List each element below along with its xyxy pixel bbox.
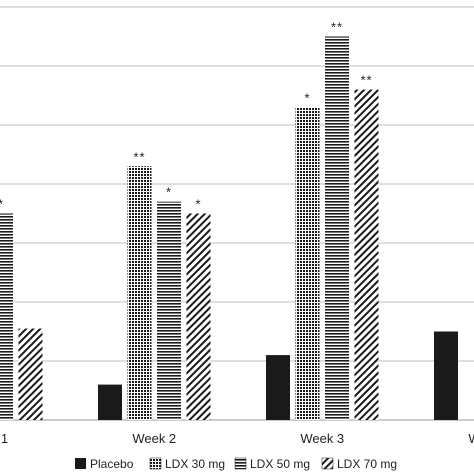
bar-placebo-week-4 <box>434 331 458 420</box>
significance-marker: * <box>0 197 4 212</box>
bar-ldx-70-mg-week-1 <box>18 328 43 420</box>
bar-ldx-70-mg-week-3 <box>354 89 379 420</box>
significance-marker: * <box>304 90 310 105</box>
legend-label: Placebo <box>90 457 134 471</box>
x-tick-label: Week 4 <box>468 431 474 446</box>
bar-ldx-50-mg-week-2 <box>157 201 181 420</box>
legend-swatch <box>321 457 334 470</box>
legend-label: LDX 30 mg <box>165 457 225 471</box>
significance-marker: * <box>166 185 172 200</box>
legend: Placebo LDX 30 mg LDX 50 mg LDX 70 mg <box>75 457 397 471</box>
bar-ldx-30-mg-week-3 <box>295 107 320 421</box>
legend-swatch <box>75 458 86 469</box>
significance-marker: ** <box>360 73 372 88</box>
bars: ********** <box>0 20 458 421</box>
x-tick-label: Week 3 <box>300 431 344 446</box>
bar-placebo-week-3 <box>266 355 290 420</box>
bar-ldx-50-mg-week-1 <box>0 213 13 420</box>
legend-label: LDX 70 mg <box>337 457 397 471</box>
significance-marker: ** <box>133 149 145 164</box>
bar-ldx-30-mg-week-2 <box>127 166 152 420</box>
significance-marker: * <box>195 197 201 212</box>
legend-swatch <box>234 457 247 470</box>
legend-swatch <box>149 457 162 470</box>
x-axis-tick-labels: Week 1 Week 2 Week 3 Week 4 <box>0 431 474 446</box>
legend-label: LDX 50 mg <box>250 457 310 471</box>
gridlines <box>0 6 474 421</box>
significance-marker: ** <box>331 20 343 35</box>
x-tick-label: Week 1 <box>0 431 8 446</box>
bar-ldx-50-mg-week-3 <box>325 36 349 420</box>
x-tick-label: Week 2 <box>132 431 176 446</box>
bar-ldx-70-mg-week-2 <box>186 213 211 420</box>
bar-placebo-week-2 <box>98 384 122 420</box>
